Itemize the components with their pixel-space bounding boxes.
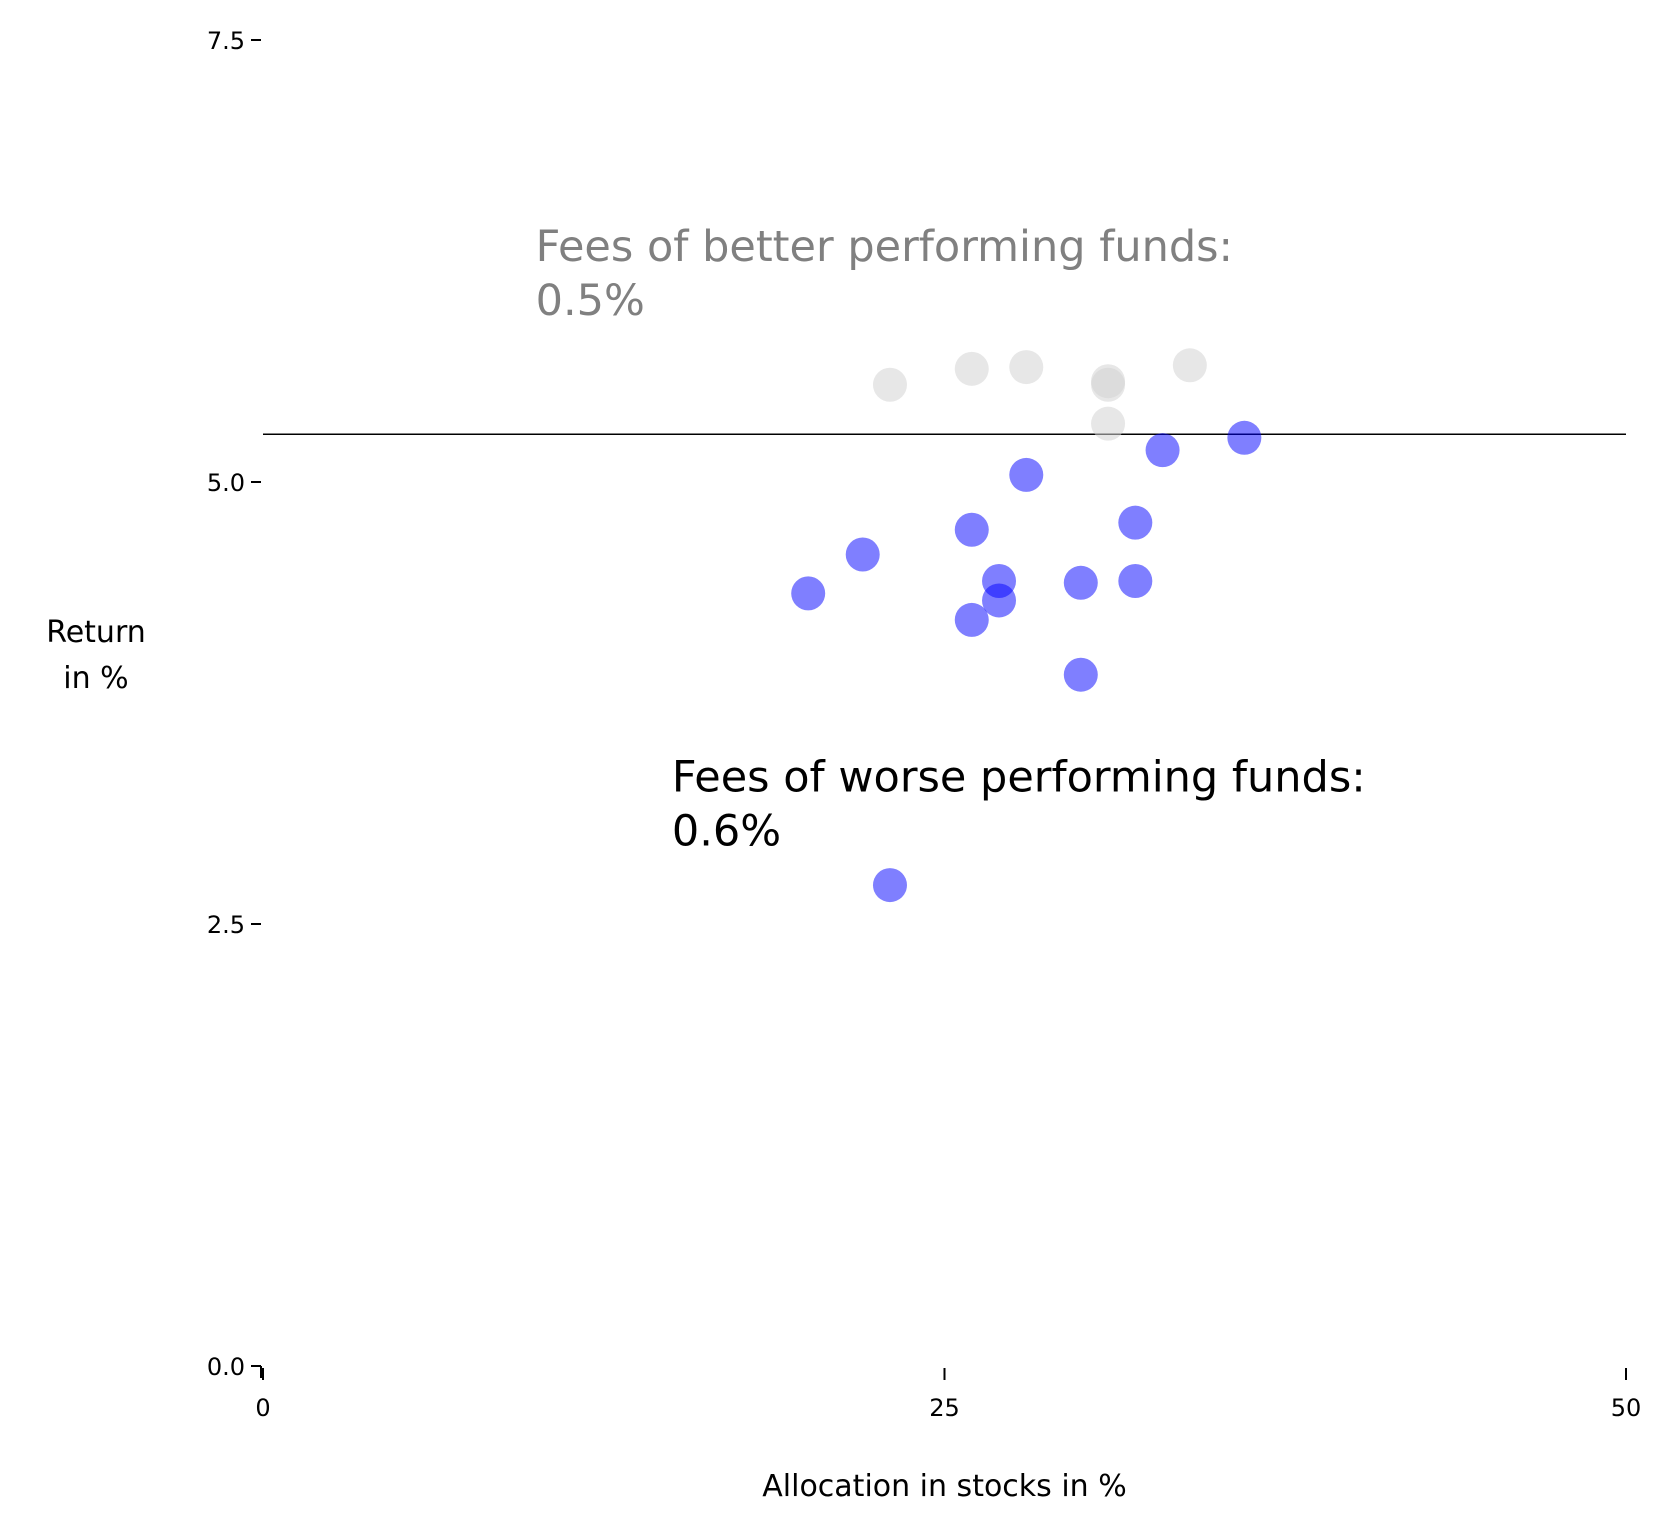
annotation-better-funds: Fees of better performing funds: 0.5% [536,222,1233,326]
better-fund-point [1091,364,1126,399]
worse-fund-point [982,583,1017,618]
annotation-line: 0.5% [536,276,645,326]
worse-fund-point [872,868,907,903]
annotation-worse-funds: Fees of worse performing funds: 0.6% [672,752,1366,856]
worse-fund-point [954,602,989,637]
worse-fund-point [1009,457,1044,492]
y-axis-label: Return in % [46,615,146,696]
x-axis: 0 25 50 [255,1368,1641,1422]
worse-fund-point [1118,505,1153,540]
better-fund-point [954,351,989,386]
data-points [791,348,1262,903]
worse-fund-point [791,576,826,611]
x-axis-label: Allocation in stocks in % [762,1469,1126,1504]
y-tick-label: 7.5 [207,27,245,55]
worse-fund-point [1063,657,1098,692]
annotation-line: 0.6% [672,806,781,856]
y-tick-label: 0.0 [207,1353,245,1381]
better-fund-point [1091,406,1126,441]
worse-fund-point [845,537,880,572]
y-axis: 0.0 2.5 5.0 7.5 [207,27,262,1381]
worse-fund-point [1063,565,1098,600]
annotations: Fees of better performing funds: 0.5%Fees… [536,222,1366,856]
axis-labels: Allocation in stocks in % Return in % [46,615,1127,1504]
annotation-line: Fees of worse performing funds: [672,752,1366,802]
worse-fund-point [1227,420,1262,455]
y-tick-label: 5.0 [207,469,245,497]
y-axis-label-line: in % [63,661,128,696]
x-tick-label: 25 [929,1394,960,1422]
y-tick-label: 2.5 [207,911,245,939]
worse-fund-point [1118,564,1153,599]
worse-fund-point [954,512,989,547]
better-fund-point [1009,350,1044,385]
x-tick-label: 50 [1611,1394,1642,1422]
better-fund-point [1172,348,1207,383]
worse-fund-point [1145,433,1180,468]
annotation-line: Fees of better performing funds: [536,222,1233,272]
better-fund-point [872,367,907,402]
y-axis-label-line: Return [46,615,146,650]
x-tick-label: 0 [255,1394,270,1422]
